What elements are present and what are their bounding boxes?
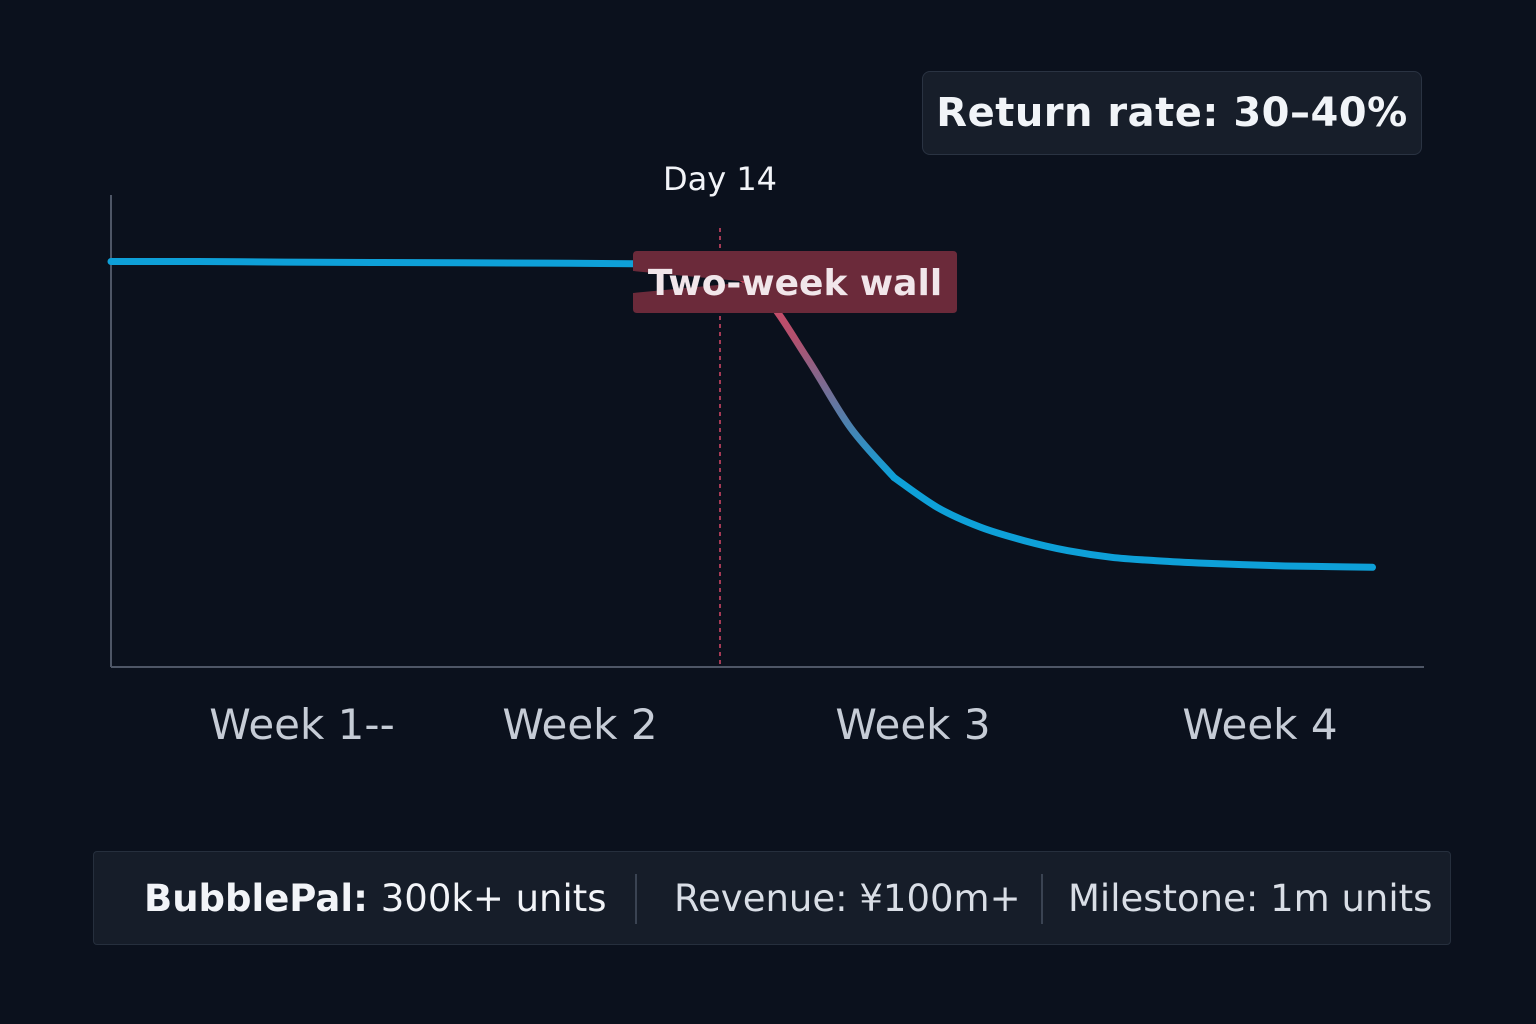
product-stat: BubblePal: 300k+ units	[144, 852, 607, 944]
stat-divider	[635, 874, 637, 924]
x-tick-label: Week 2	[502, 700, 657, 749]
return-rate-badge: Return rate: 30–40%	[922, 71, 1422, 155]
two-week-wall-callout: Two-week wall	[633, 251, 957, 313]
x-tick-labels: Week 1-- Week 2 Week 3 Week 4	[209, 700, 1337, 749]
product-units: 300k+ units	[380, 876, 607, 920]
day-14-label: Day 14	[663, 160, 777, 198]
revenue-stat: Revenue: ¥100m+	[674, 876, 1021, 920]
retention-line-before-wall	[107, 257, 724, 270]
product-name: BubblePal:	[144, 876, 368, 920]
retention-line-after-wall	[890, 474, 1376, 571]
callout-box	[633, 251, 957, 313]
stats-bar: BubblePal: 300k+ units Revenue: ¥100m+ M…	[93, 851, 1451, 945]
x-tick-label: Week 3	[835, 700, 990, 749]
x-tick-label: Week 1--	[209, 700, 394, 749]
stat-divider	[1041, 874, 1043, 924]
milestone-stat: Milestone: 1m units	[1068, 876, 1433, 920]
x-tick-label: Week 4	[1182, 700, 1337, 749]
return-rate-text: Return rate: 30–40%	[936, 90, 1408, 136]
callout-label: Two-week wall	[648, 263, 942, 304]
